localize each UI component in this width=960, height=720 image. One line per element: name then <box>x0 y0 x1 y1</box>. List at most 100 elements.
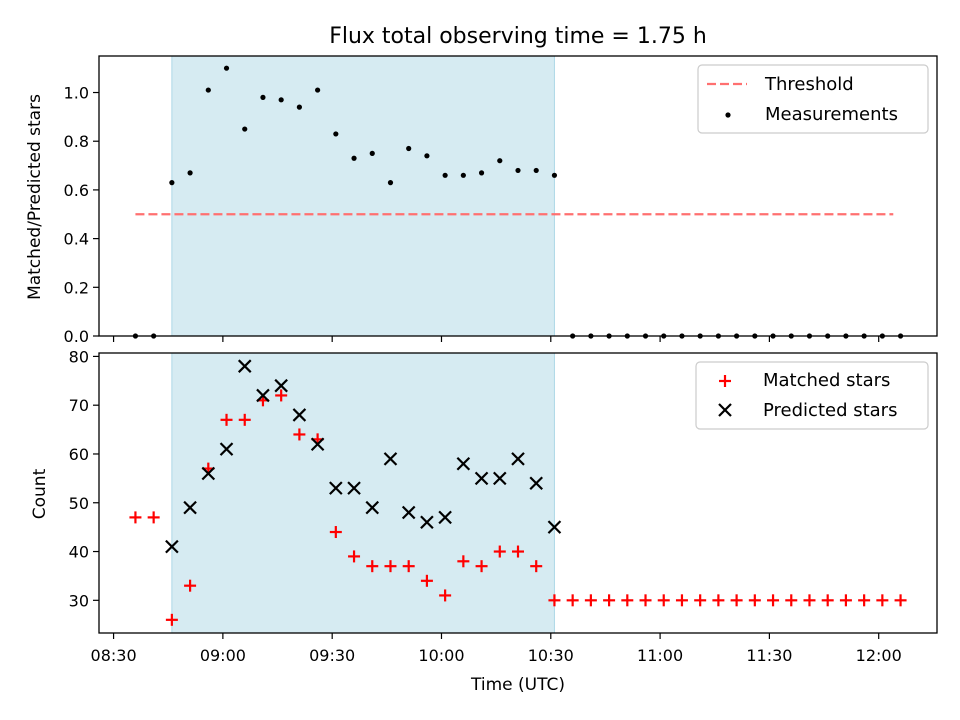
measurement-point <box>333 131 339 137</box>
predicted-star-point <box>165 539 179 554</box>
bottom-highlight-span <box>171 352 555 634</box>
legend-matched-swatch <box>719 375 731 387</box>
predicted-star-point <box>365 500 380 515</box>
legend-threshold-label: Threshold <box>764 74 854 95</box>
predicted-star-point <box>256 388 270 403</box>
measurement-point <box>406 145 412 152</box>
predicted-star-point <box>511 452 525 466</box>
matched-star-point <box>566 594 579 607</box>
top-highlight-span <box>171 55 555 337</box>
measurement-point <box>223 65 230 71</box>
measurement-point <box>351 155 357 161</box>
top-y-ticks: 0.0 0.2 0.4 0.6 0.8 1.0 <box>64 84 99 346</box>
matched-star-point <box>329 526 342 539</box>
measurement-point <box>497 158 503 164</box>
predicted-star-point <box>183 500 197 515</box>
bottom-y-tick-label: 30 <box>69 591 89 610</box>
measurement-point <box>315 87 321 93</box>
top-y-tick-label: 0.8 <box>64 132 89 151</box>
measurement-point <box>169 180 175 186</box>
matched-star-point <box>147 511 160 524</box>
matched-star-point <box>548 594 561 607</box>
top-y-axis-label: Matched/Predicted stars <box>25 94 45 300</box>
matched-star-point <box>694 594 707 607</box>
matched-star-point <box>858 594 871 607</box>
predicted-star-point <box>292 408 307 422</box>
measurement-point <box>551 172 558 178</box>
matched-star-point <box>457 555 470 568</box>
matched-star-point <box>348 550 361 563</box>
predicted-star-point <box>547 520 562 534</box>
matched-star-point <box>366 560 379 573</box>
matched-star-point <box>220 413 233 426</box>
matched-star-point <box>384 560 397 573</box>
top-y-tick-label: 0.6 <box>64 181 89 200</box>
measurement-point <box>533 167 539 174</box>
bottom-x-axis-label: Time (UTC) <box>470 675 565 695</box>
measurement-point <box>296 104 302 110</box>
matched-star-point <box>785 594 798 607</box>
predicted-star-point <box>274 378 288 393</box>
matched-star-point <box>512 545 524 558</box>
bottom-x-tick-label: 12:00 <box>856 646 902 665</box>
matched-star-point <box>475 560 488 573</box>
measurement-point <box>442 172 448 178</box>
matched-star-point <box>129 511 142 524</box>
measurement-points <box>132 65 904 339</box>
predicted-star-point <box>201 466 216 481</box>
chart-title: Flux total observing time = 1.75 h <box>329 24 707 49</box>
legend-predicted-swatch <box>718 403 732 417</box>
top-y-tick-label: 0.4 <box>64 230 89 249</box>
matched-star-point <box>621 594 634 607</box>
matched-star-point <box>712 594 725 607</box>
bottom-legend: Matched stars Predicted stars <box>695 361 929 430</box>
predicted-star-point <box>401 505 416 520</box>
bottom-y-tick-label: 80 <box>69 347 89 366</box>
top-axes-frame <box>98 55 938 337</box>
measurement-point <box>278 97 284 103</box>
measurement-point <box>424 153 430 159</box>
matched-star-point <box>584 594 597 607</box>
measurement-point <box>205 87 211 93</box>
legend-measurements-swatch <box>725 112 731 118</box>
bottom-x-tick-label: 11:00 <box>637 646 683 665</box>
matched-star-point <box>675 594 688 607</box>
matched-star-point <box>238 413 251 426</box>
measurement-point <box>187 170 193 176</box>
matched-star-point <box>184 579 197 592</box>
predicted-star-point <box>329 481 343 495</box>
predicted-star-point <box>438 510 452 525</box>
predicted-star-point <box>529 476 543 491</box>
top-y-tick-label: 1.0 <box>64 84 89 103</box>
matched-star-point <box>821 594 834 607</box>
matched-star-point <box>639 594 652 607</box>
bottom-y-tick-label: 40 <box>69 543 89 562</box>
predicted-star-point <box>383 452 398 466</box>
predicted-star-point <box>456 456 471 471</box>
bottom-y-tick-label: 70 <box>69 396 89 415</box>
matched-star-point <box>603 594 616 607</box>
bottom-axes-frame <box>98 352 938 634</box>
predicted-star-point <box>310 437 325 451</box>
legend-measurements-label: Measurements <box>765 104 898 125</box>
measurement-point <box>460 172 466 178</box>
bottom-panel: 30 40 50 60 70 80 08:30 09:00 09:30 10:00 10:30 11… <box>30 347 938 695</box>
predicted-star-point <box>474 471 489 486</box>
bottom-y-tick-label: 60 <box>69 445 89 464</box>
legend-predicted-label: Predicted stars <box>763 400 897 421</box>
bottom-x-tick-label: 08:30 <box>91 646 137 665</box>
predicted-star-point <box>219 442 234 456</box>
measurement-point <box>515 167 521 174</box>
top-x-ticks <box>112 336 880 342</box>
bottom-x-tick-label: 09:00 <box>200 646 246 665</box>
matched-star-point <box>493 545 506 558</box>
legend-matched-label: Matched stars <box>763 370 890 391</box>
matched-star-point <box>657 594 670 607</box>
matched-star-point <box>165 613 178 626</box>
matched-star-point <box>439 589 452 602</box>
matched-star-point <box>803 594 816 607</box>
matched-star-point <box>876 594 889 607</box>
predicted-star-point <box>420 515 434 530</box>
measurement-point <box>242 126 248 132</box>
